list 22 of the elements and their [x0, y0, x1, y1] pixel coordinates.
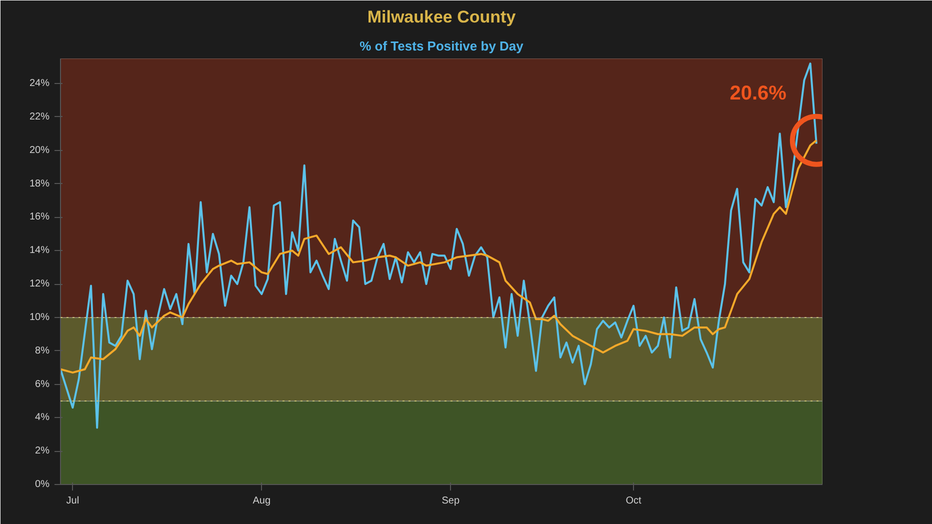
x-tick-label: Sep: [442, 496, 460, 506]
y-tick-label: 4%: [35, 412, 50, 424]
y-tick-label: 8%: [35, 345, 50, 356]
chart-subtitle: % of Tests Positive by Day: [360, 38, 524, 54]
annotation: 20.6%: [730, 82, 787, 104]
x-tick-label: Jul: [66, 496, 80, 506]
line-series: [60, 139, 818, 374]
y-tick-label: 0%: [35, 479, 50, 490]
line-series: [60, 62, 818, 429]
x-tick-label: Oct: [626, 496, 642, 506]
y-tick-label: 18%: [29, 178, 50, 190]
y-tick-label: 10%: [29, 312, 50, 323]
y-tick-label: 14%: [29, 245, 50, 256]
y-tick-label: 2%: [35, 446, 50, 457]
chart-title: Milwaukee County: [367, 8, 516, 26]
y-tick-label: 12%: [29, 278, 50, 290]
x-tick-label: Aug: [252, 496, 271, 506]
y-tick-label: 16%: [29, 212, 50, 223]
y-tick-label: 6%: [35, 378, 50, 390]
y-tick-label: 22%: [29, 111, 50, 122]
y-tick-label: 20%: [29, 144, 50, 156]
y-tick-label: 24%: [29, 78, 50, 90]
